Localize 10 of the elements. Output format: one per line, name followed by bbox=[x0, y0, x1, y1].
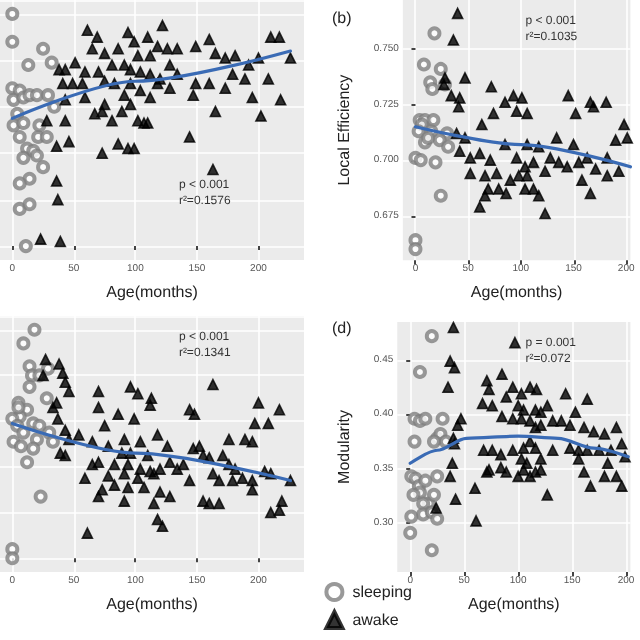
x-axis-title: Age(months) bbox=[106, 282, 199, 301]
x-axis-title: Age(months) bbox=[106, 594, 199, 613]
legend-label: sleeping bbox=[352, 583, 413, 601]
chart-title: (d) bbox=[332, 319, 353, 337]
y-axis-title: Modularity bbox=[335, 410, 353, 484]
y-axis-title: Local Efficiency bbox=[335, 74, 353, 186]
legend-label: awake bbox=[352, 611, 400, 629]
x-axis-title: Age(months) bbox=[470, 283, 564, 301]
text: (b) bbox=[332, 9, 353, 27]
x-axis-title: Age(months) bbox=[468, 594, 561, 613]
